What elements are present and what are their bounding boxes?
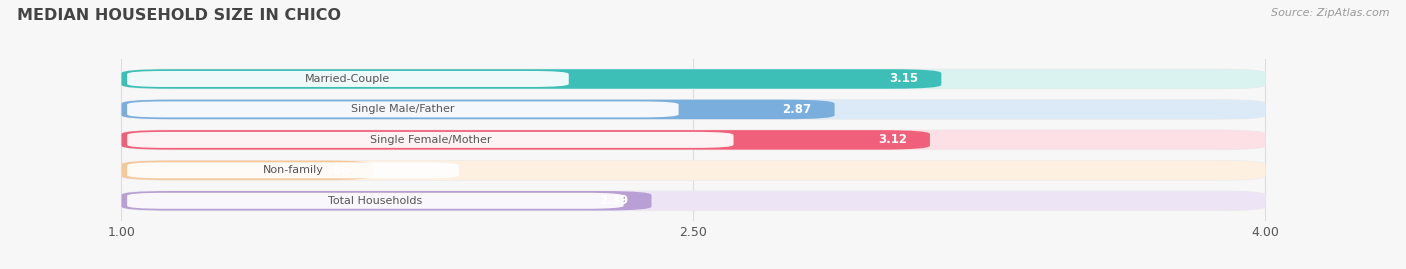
Text: MEDIAN HOUSEHOLD SIZE IN CHICO: MEDIAN HOUSEHOLD SIZE IN CHICO	[17, 8, 340, 23]
FancyBboxPatch shape	[121, 69, 942, 89]
FancyBboxPatch shape	[121, 69, 1265, 89]
FancyBboxPatch shape	[121, 130, 929, 150]
FancyBboxPatch shape	[127, 71, 569, 87]
FancyBboxPatch shape	[121, 160, 1265, 181]
FancyBboxPatch shape	[121, 100, 835, 119]
Text: Married-Couple: Married-Couple	[305, 74, 391, 84]
Text: Source: ZipAtlas.com: Source: ZipAtlas.com	[1271, 8, 1389, 18]
FancyBboxPatch shape	[121, 99, 1265, 120]
FancyBboxPatch shape	[127, 162, 458, 178]
FancyBboxPatch shape	[121, 190, 1265, 211]
Text: 3.12: 3.12	[877, 133, 907, 146]
FancyBboxPatch shape	[121, 130, 1265, 150]
FancyBboxPatch shape	[127, 101, 679, 117]
Text: 2.39: 2.39	[599, 194, 628, 207]
FancyBboxPatch shape	[121, 100, 1265, 119]
Text: 1.66: 1.66	[321, 164, 350, 177]
FancyBboxPatch shape	[121, 161, 373, 180]
FancyBboxPatch shape	[121, 191, 1265, 211]
FancyBboxPatch shape	[121, 69, 1265, 89]
FancyBboxPatch shape	[127, 193, 624, 209]
Text: 2.87: 2.87	[783, 103, 811, 116]
FancyBboxPatch shape	[121, 191, 651, 211]
FancyBboxPatch shape	[121, 130, 1265, 150]
FancyBboxPatch shape	[121, 161, 1265, 180]
Text: Single Female/Mother: Single Female/Mother	[370, 135, 491, 145]
FancyBboxPatch shape	[127, 132, 734, 148]
Text: Single Male/Father: Single Male/Father	[352, 104, 454, 114]
Text: 3.15: 3.15	[890, 72, 918, 86]
Text: Total Households: Total Households	[328, 196, 423, 206]
Text: Non-family: Non-family	[263, 165, 323, 175]
